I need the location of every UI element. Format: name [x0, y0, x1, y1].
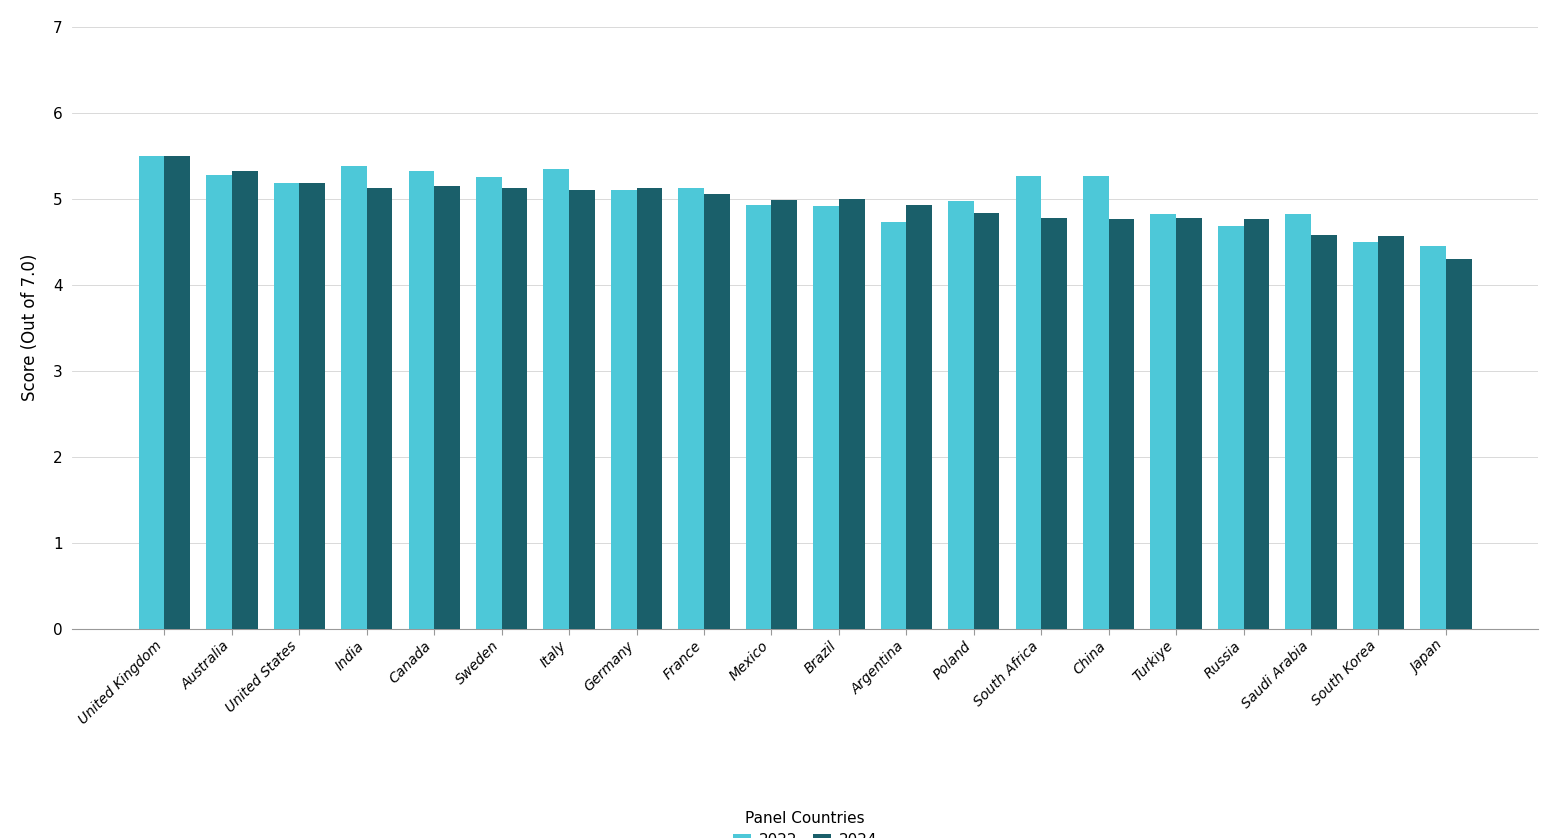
Bar: [1378, 235, 1405, 628]
Bar: [435, 186, 460, 628]
Bar: [906, 204, 932, 628]
Bar: [1244, 219, 1269, 628]
Bar: [611, 190, 636, 628]
Bar: [1015, 175, 1041, 628]
Bar: [1353, 241, 1378, 628]
Bar: [1311, 235, 1336, 628]
Bar: [948, 201, 974, 628]
Bar: [502, 189, 527, 628]
Bar: [274, 184, 299, 628]
Bar: [1420, 246, 1445, 628]
Legend: 2022, 2024: 2022, 2024: [726, 804, 884, 838]
Bar: [232, 171, 257, 628]
Bar: [1285, 215, 1311, 628]
Bar: [1084, 175, 1108, 628]
Bar: [299, 184, 324, 628]
Bar: [1218, 226, 1244, 628]
Bar: [408, 171, 435, 628]
Bar: [1175, 218, 1202, 628]
Bar: [1041, 218, 1066, 628]
Bar: [475, 178, 502, 628]
Bar: [881, 222, 906, 628]
Bar: [139, 156, 164, 628]
Bar: [164, 156, 190, 628]
Bar: [1151, 215, 1175, 628]
Bar: [839, 199, 865, 628]
Bar: [206, 174, 232, 628]
Bar: [974, 214, 999, 628]
Bar: [366, 188, 393, 628]
Y-axis label: Score (Out of 7.0): Score (Out of 7.0): [20, 254, 39, 401]
Bar: [1108, 219, 1135, 628]
Bar: [636, 188, 663, 628]
Bar: [341, 166, 366, 628]
Bar: [569, 190, 594, 628]
Bar: [745, 204, 772, 628]
Bar: [814, 205, 839, 628]
Bar: [678, 189, 705, 628]
Bar: [772, 200, 797, 628]
Bar: [1445, 259, 1472, 628]
Bar: [544, 168, 569, 628]
Bar: [705, 194, 730, 628]
